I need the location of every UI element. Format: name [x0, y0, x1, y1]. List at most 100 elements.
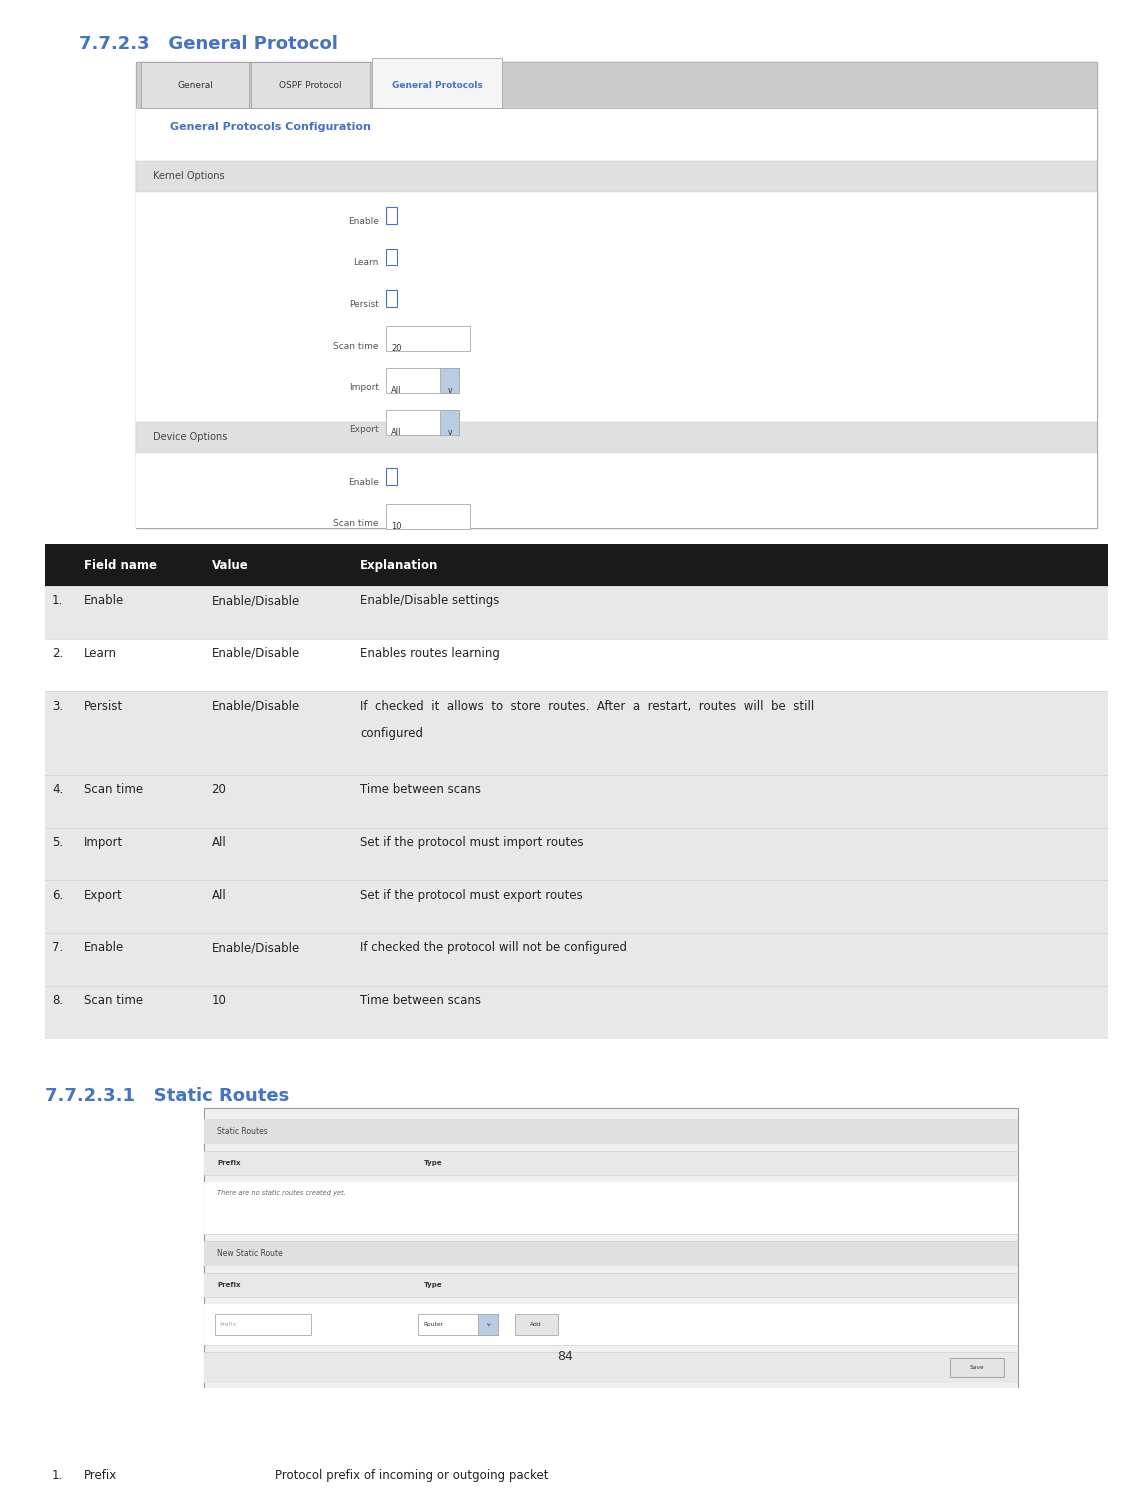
Bar: [45, 1460, 1108, 1507]
Bar: [45, 692, 1108, 775]
Bar: [386, 291, 397, 307]
Text: All: All: [391, 386, 402, 395]
Text: Enable/Disable: Enable/Disable: [211, 647, 300, 660]
Bar: [215, 1314, 311, 1335]
Bar: [386, 503, 470, 529]
Bar: [45, 639, 1108, 692]
Bar: [386, 467, 397, 485]
Bar: [45, 986, 1108, 1038]
Text: Enables routes learning: Enables routes learning: [361, 647, 500, 660]
Bar: [204, 1151, 1018, 1174]
Text: 4.: 4.: [52, 784, 63, 796]
Text: General Protocols Configuration: General Protocols Configuration: [170, 122, 371, 133]
Text: 8.: 8.: [52, 995, 63, 1007]
Text: Kernel Options: Kernel Options: [153, 172, 224, 181]
Text: 7.7.2.3   General Protocol: 7.7.2.3 General Protocol: [79, 35, 338, 53]
Text: If checked the protocol will not be configured: If checked the protocol will not be conf…: [361, 942, 628, 954]
Text: Static Routes: Static Routes: [217, 1127, 268, 1136]
Text: Type: Type: [424, 1282, 442, 1288]
Text: Time between scans: Time between scans: [361, 995, 482, 1007]
Text: Enable/Disable: Enable/Disable: [211, 942, 300, 954]
Text: v: v: [448, 386, 451, 395]
Text: Protocol prefix of incoming or outgoing packet: Protocol prefix of incoming or outgoing …: [275, 1469, 549, 1481]
Text: Scan time: Scan time: [84, 995, 143, 1007]
Bar: [45, 827, 1108, 880]
Text: There are no static routes created yet.: There are no static routes created yet.: [217, 1191, 346, 1197]
Text: Enable: Enable: [84, 942, 124, 954]
Bar: [204, 1352, 1018, 1383]
Bar: [45, 880, 1108, 933]
Bar: [386, 368, 459, 393]
Bar: [136, 422, 1097, 452]
Text: Prefix: Prefix: [217, 1282, 241, 1288]
Text: Value: Value: [211, 559, 248, 571]
Text: Device Options: Device Options: [153, 433, 227, 443]
Bar: [136, 62, 1097, 527]
Bar: [204, 1120, 1018, 1144]
Bar: [478, 1314, 498, 1335]
Text: 5.: 5.: [52, 836, 63, 848]
Text: Set if the protocol must export routes: Set if the protocol must export routes: [361, 889, 584, 901]
Bar: [45, 544, 1108, 586]
Text: Prefix: Prefix: [84, 1469, 118, 1481]
Text: New Static Route: New Static Route: [217, 1249, 283, 1258]
Text: All: All: [211, 889, 226, 901]
Text: Import: Import: [84, 836, 123, 848]
Text: Persist: Persist: [349, 300, 379, 309]
Text: Prefix: Prefix: [219, 1322, 236, 1328]
Bar: [386, 410, 459, 434]
Text: v: v: [448, 428, 451, 437]
Text: Type: Type: [424, 1160, 442, 1166]
Text: 7.7.2.3.1   Static Routes: 7.7.2.3.1 Static Routes: [45, 1087, 290, 1105]
Text: Enable/Disable settings: Enable/Disable settings: [361, 594, 500, 607]
Text: Set if the protocol must import routes: Set if the protocol must import routes: [361, 836, 584, 848]
Text: Enable: Enable: [348, 217, 379, 226]
Bar: [136, 62, 1097, 109]
Bar: [136, 109, 1097, 527]
Bar: [136, 161, 1097, 191]
Text: Explanation: Explanation: [275, 1435, 354, 1448]
Bar: [141, 62, 249, 109]
Text: All: All: [211, 836, 226, 848]
Text: 1.: 1.: [52, 594, 63, 607]
Text: Time between scans: Time between scans: [361, 784, 482, 796]
Bar: [386, 206, 397, 223]
Bar: [45, 1421, 1108, 1460]
Text: 10: 10: [211, 995, 226, 1007]
Bar: [372, 59, 502, 109]
Bar: [950, 1358, 1004, 1377]
Text: Enable/Disable: Enable/Disable: [211, 699, 300, 713]
Text: 3.: 3.: [52, 699, 63, 713]
Text: Explanation: Explanation: [361, 559, 439, 571]
Text: Export: Export: [349, 425, 379, 434]
Text: Enable: Enable: [348, 478, 379, 487]
Bar: [45, 933, 1108, 986]
Bar: [515, 1314, 558, 1335]
Bar: [440, 410, 459, 434]
Text: 20: 20: [391, 344, 402, 353]
Text: OSPF Protocol: OSPF Protocol: [279, 81, 342, 90]
Text: General Protocols: General Protocols: [391, 81, 483, 90]
Text: Import: Import: [348, 383, 379, 392]
Text: v: v: [486, 1322, 491, 1328]
Bar: [386, 326, 470, 351]
Bar: [251, 62, 370, 109]
Text: Learn: Learn: [354, 258, 379, 267]
Text: Enable: Enable: [84, 594, 124, 607]
Text: Learn: Learn: [84, 647, 116, 660]
Text: 84: 84: [558, 1350, 573, 1364]
Text: configured: configured: [361, 728, 423, 740]
Text: If  checked  it  allows  to  store  routes.  After  a  restart,  routes  will  b: If checked it allows to store routes. Af…: [361, 699, 814, 713]
Bar: [204, 1181, 1018, 1234]
Text: Field name: Field name: [84, 1435, 157, 1448]
Text: Field name: Field name: [84, 559, 157, 571]
Text: Save: Save: [970, 1365, 984, 1370]
Text: Add: Add: [530, 1322, 542, 1328]
Text: Export: Export: [84, 889, 122, 901]
Bar: [45, 586, 1108, 639]
Text: 20: 20: [211, 784, 226, 796]
Bar: [45, 775, 1108, 827]
Text: 7.: 7.: [52, 942, 63, 954]
Text: Enable/Disable: Enable/Disable: [211, 594, 300, 607]
Bar: [418, 1314, 498, 1335]
